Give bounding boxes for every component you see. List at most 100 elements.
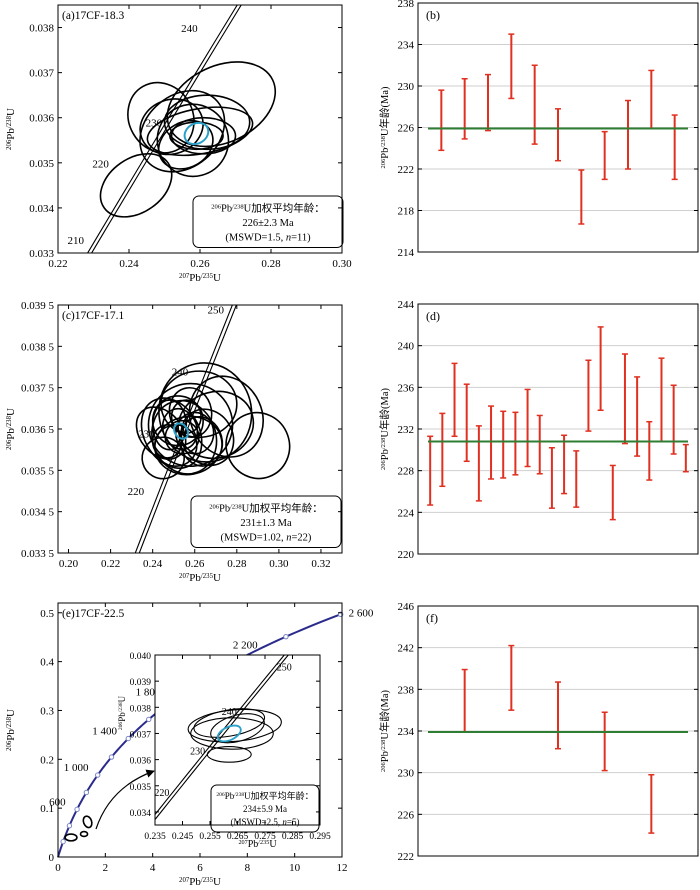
y-tick-label: 0.4	[40, 657, 54, 669]
x-tick-label: 0.285	[282, 832, 304, 842]
age-marker	[94, 772, 101, 778]
age-label: 250	[208, 304, 225, 316]
x-tick-label: 0.235	[144, 832, 166, 842]
axis-label-part: Pb	[117, 712, 127, 722]
age-label: 240	[172, 366, 189, 378]
axis-label-part: 206	[380, 761, 387, 772]
x-tick-label: 0.30	[269, 558, 289, 570]
axis-label-part: Pb	[5, 128, 17, 140]
x-tick-label: 0.255	[199, 832, 221, 842]
x-tick-label: 0.245	[172, 832, 194, 842]
mean-ellipse	[173, 422, 190, 440]
axis-label-part: Pb	[5, 729, 17, 741]
y-tick-label: 244	[398, 299, 415, 311]
y-axis-label: 206Pb/238U	[5, 408, 17, 450]
annotation-part: n	[286, 533, 291, 544]
age-marker	[146, 716, 152, 723]
x-tick-label: 0.30	[332, 258, 352, 270]
axis-label-part: Pb	[380, 751, 391, 762]
x-axis-label: 207Pb/235U	[179, 272, 221, 284]
axis-label-part: 206	[216, 792, 225, 798]
inset-age-label: 250	[277, 663, 292, 674]
y-tick-label: 0.035 5	[21, 465, 55, 477]
y-tick-label: 0.039 5	[21, 300, 55, 312]
axis-label-part: U年龄(Ma)	[378, 690, 391, 740]
annotation-age: 231±1.3 Ma	[240, 518, 292, 529]
y-tick-label: 224	[398, 507, 415, 519]
x-tick-label: 2	[103, 862, 109, 874]
axis-label-part: Pb	[189, 876, 201, 888]
axis-label-part: /238	[230, 503, 242, 510]
axis-label-part: /238	[380, 438, 387, 450]
age-marker	[60, 838, 66, 845]
axis-label-part: 206	[6, 740, 13, 751]
x-tick-label: 8	[245, 862, 251, 874]
y-axis-label: 206Pb/238U年龄(Ma)	[378, 690, 391, 772]
age-label: 210	[68, 235, 85, 247]
y-tick-label: 0.036 5	[21, 424, 55, 436]
x-tick-label: 12	[337, 862, 348, 874]
axis-label-part: U	[5, 408, 17, 416]
inset-age-label: 230	[190, 746, 205, 757]
x-tick-label: 0.28	[261, 258, 281, 270]
y-tick-label: 238	[398, 0, 415, 10]
y-axis-label: 206Pb/238U	[5, 108, 17, 150]
axis-label-part: 207	[179, 273, 190, 280]
axis-label-part: U加权平均年龄：	[244, 790, 314, 801]
axis-label-part: /238	[380, 740, 387, 752]
annotation-box	[210, 784, 320, 833]
axis-label-part: Pb	[5, 428, 17, 440]
panel-f: 222 226 230 234 238 242 246 (f) 206Pb/238U年龄(Ma)	[378, 601, 699, 863]
axis-label-part: U	[213, 876, 221, 888]
y-axis-label: 206Pb/238U年龄(Ma)	[378, 388, 391, 470]
error-ellipse	[225, 411, 291, 480]
x-axis-label: 207Pb/235U	[179, 572, 221, 584]
axis-label-part: /238	[6, 716, 13, 729]
axis-label-part: /238	[234, 792, 244, 798]
axis-label-part: /238	[6, 115, 13, 128]
y-tick-label: 226	[398, 809, 415, 821]
annotation-title: 206Pb/238U加权平均年龄：	[216, 790, 313, 801]
y-tick-label: 0.038	[130, 704, 152, 714]
y-tick-label: 222	[398, 164, 415, 176]
data-ellipse	[82, 815, 93, 829]
annotation-title: 206Pb/238U加权平均年龄：	[209, 502, 323, 515]
y-tick-label: 220	[398, 549, 415, 561]
data-ellipse	[79, 830, 89, 838]
pointer-arrow	[95, 769, 155, 830]
annotation-age: 234±5.9 Ma	[243, 804, 287, 814]
y-tick-label: 0.038 5	[21, 341, 55, 353]
axis-label-part: /235	[258, 839, 269, 846]
concordia-line	[86, 5, 238, 253]
y-tick-label: 242	[398, 643, 415, 655]
panel-label: (a)17CF-18.3	[62, 10, 125, 22]
error-ellipse	[163, 94, 251, 151]
panel-label: (c)17CF-17.1	[62, 310, 125, 322]
y-tick-label: 214	[398, 247, 415, 259]
annotation-part: (MSWD=1.5,	[225, 233, 285, 244]
y-tick-label: 236	[398, 382, 415, 394]
y-tick-label: 232	[398, 424, 415, 436]
error-ellipse	[99, 153, 173, 218]
panel-label: (b)	[426, 8, 440, 22]
inset-error-ellipse	[187, 708, 282, 743]
y-tick-label: 0.037 5	[21, 383, 55, 395]
inset-mean-ellipse	[216, 724, 242, 743]
annotation-part: (MSWD=1.02,	[221, 533, 287, 544]
y-tick-label: 0.038	[29, 23, 54, 35]
error-ellipse	[170, 399, 202, 434]
age-marker	[125, 735, 131, 742]
y-tick-label: 230	[398, 768, 415, 780]
inset-error-ellipse	[206, 745, 252, 763]
age-marker	[83, 789, 90, 796]
x-tick-label: 0	[55, 862, 61, 874]
axis-label-part: /238	[380, 136, 387, 148]
y-tick-label: 234	[398, 40, 415, 52]
panel-label: (f)	[426, 611, 438, 625]
axis-label-part: U	[5, 108, 17, 116]
error-ellipse	[180, 408, 235, 467]
annotation-part: =22)	[292, 533, 312, 544]
axis-label-part: 206	[6, 139, 13, 150]
